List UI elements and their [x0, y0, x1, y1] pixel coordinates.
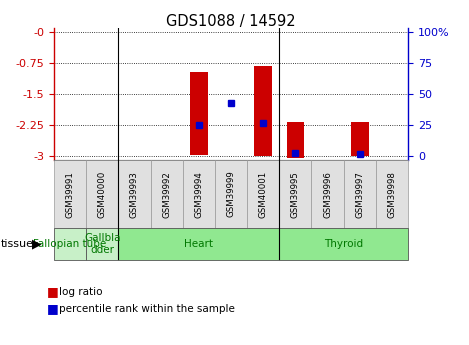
Text: GSM39997: GSM39997	[355, 171, 364, 217]
Text: Fallopian tube: Fallopian tube	[33, 239, 106, 249]
Text: GSM40000: GSM40000	[98, 170, 107, 218]
FancyBboxPatch shape	[86, 228, 118, 260]
FancyBboxPatch shape	[118, 160, 151, 228]
Bar	[254, 66, 272, 156]
FancyBboxPatch shape	[344, 160, 376, 228]
Text: GSM39992: GSM39992	[162, 171, 171, 217]
FancyBboxPatch shape	[279, 228, 408, 260]
FancyBboxPatch shape	[54, 160, 86, 228]
Bar	[287, 122, 304, 158]
Text: Heart: Heart	[184, 239, 213, 249]
FancyBboxPatch shape	[247, 160, 279, 228]
Text: ■: ■	[47, 302, 59, 315]
Text: GSM39999: GSM39999	[227, 171, 235, 217]
Text: tissue: tissue	[1, 239, 34, 249]
Text: GSM39996: GSM39996	[323, 171, 332, 217]
Bar	[351, 122, 369, 156]
Text: Gallbla
dder: Gallbla dder	[84, 233, 121, 255]
FancyBboxPatch shape	[118, 228, 279, 260]
FancyBboxPatch shape	[311, 160, 344, 228]
Text: GSM39998: GSM39998	[387, 171, 396, 217]
Text: GSM40001: GSM40001	[259, 170, 268, 218]
FancyBboxPatch shape	[215, 160, 247, 228]
Text: GSM39991: GSM39991	[66, 171, 75, 217]
Text: percentile rank within the sample: percentile rank within the sample	[59, 304, 234, 314]
FancyBboxPatch shape	[279, 160, 311, 228]
FancyBboxPatch shape	[151, 160, 183, 228]
Text: log ratio: log ratio	[59, 287, 102, 296]
Text: GSM39995: GSM39995	[291, 171, 300, 217]
Text: GSM39994: GSM39994	[194, 171, 203, 217]
Text: GSM39993: GSM39993	[130, 171, 139, 217]
FancyBboxPatch shape	[86, 160, 118, 228]
Text: ▶: ▶	[32, 238, 42, 250]
Text: GDS1088 / 14592: GDS1088 / 14592	[166, 14, 296, 29]
FancyBboxPatch shape	[183, 160, 215, 228]
FancyBboxPatch shape	[376, 160, 408, 228]
Text: ■: ■	[47, 285, 59, 298]
Bar	[190, 72, 208, 156]
FancyBboxPatch shape	[54, 228, 86, 260]
Text: Thyroid: Thyroid	[324, 239, 363, 249]
